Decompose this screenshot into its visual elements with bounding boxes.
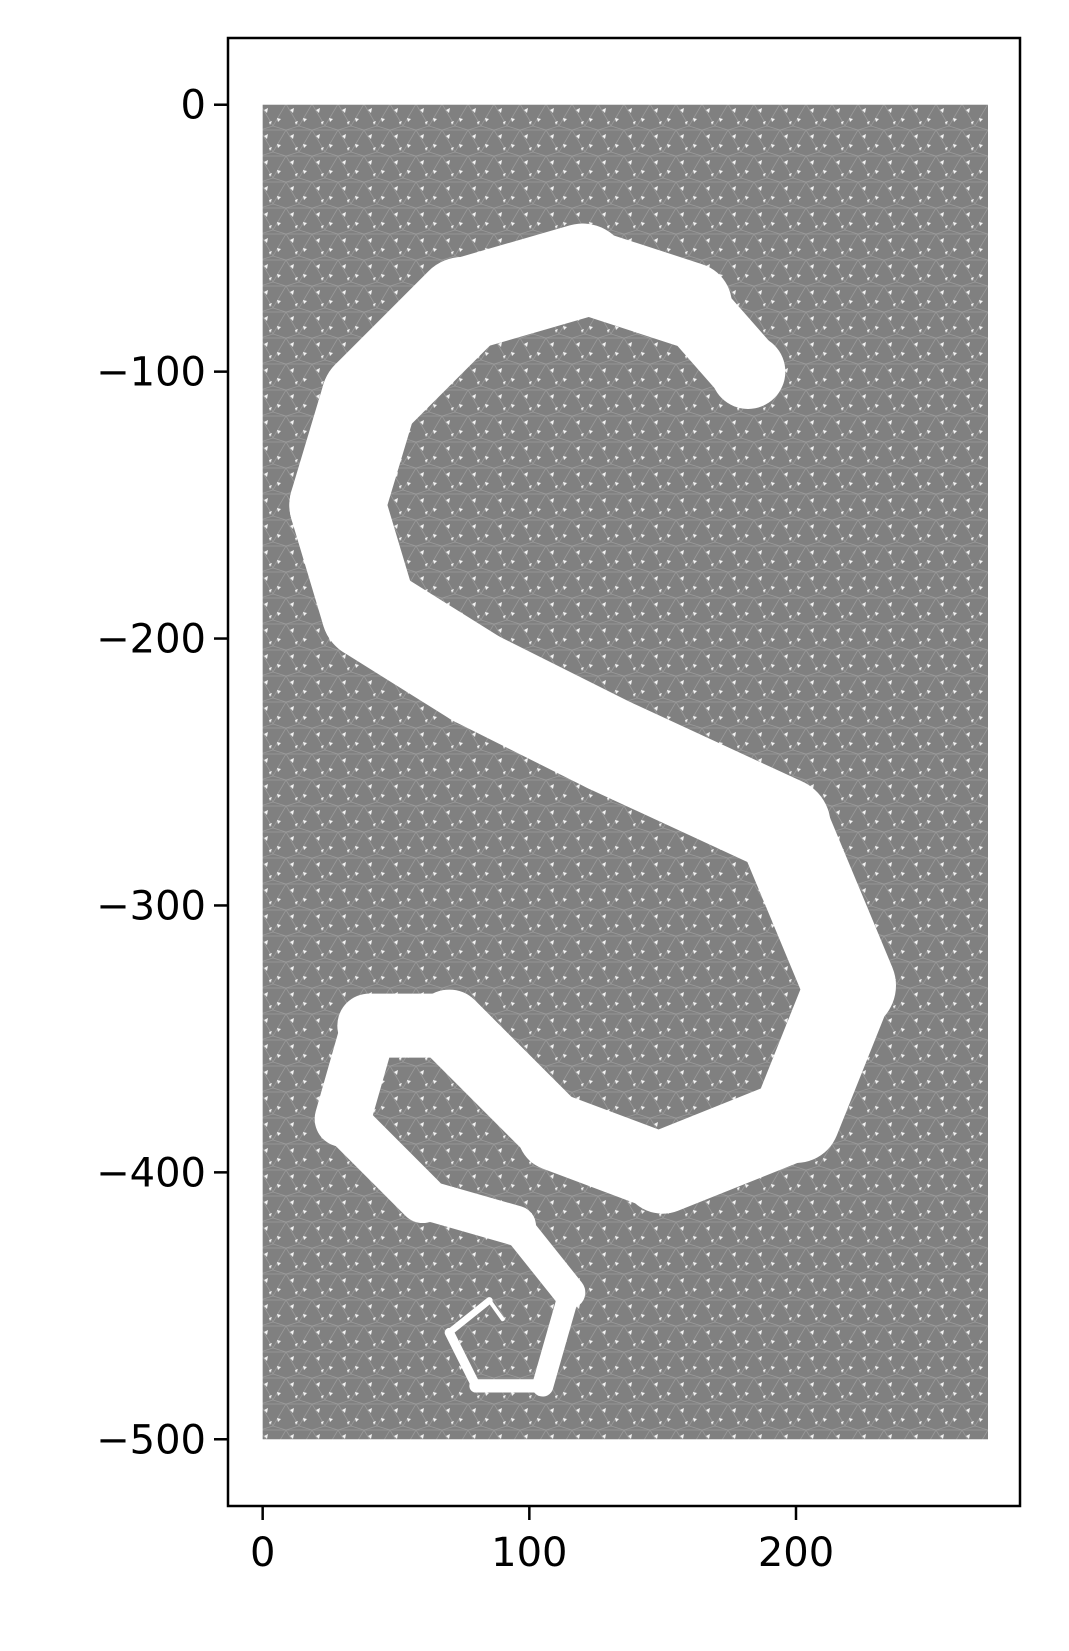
x-tick-label: 100	[491, 1530, 567, 1576]
y-axis: 0 −100 −200 −300 −400 −500	[96, 83, 228, 1463]
y-tick-label: −500	[96, 1417, 206, 1463]
y-tick-label: −200	[96, 617, 206, 663]
mesh-layer	[262, 104, 989, 1440]
x-tick-label: 0	[250, 1530, 275, 1576]
mesh-region	[262, 104, 989, 1440]
x-tick-label: 200	[758, 1530, 834, 1576]
y-tick-label: −100	[96, 350, 206, 396]
y-tick-label: 0	[181, 83, 206, 129]
x-axis: 0 100 200	[250, 1506, 834, 1576]
y-tick-label: −400	[96, 1150, 206, 1196]
axes-frame	[226, 36, 1022, 1508]
y-tick-label: −300	[96, 883, 206, 929]
